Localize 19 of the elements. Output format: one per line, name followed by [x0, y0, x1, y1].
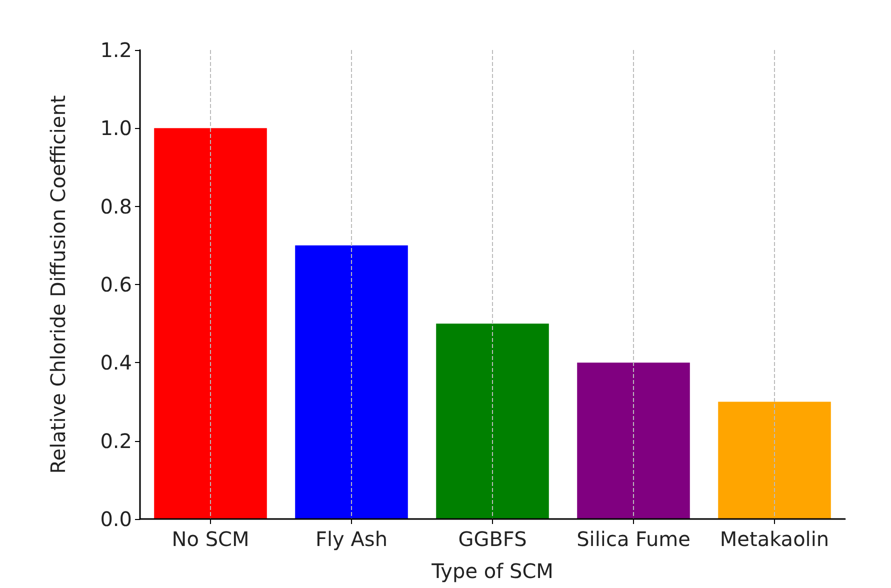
bar: [154, 128, 267, 519]
y-tick-label: 0.8: [100, 194, 132, 218]
y-tick-label: 0.6: [100, 272, 132, 296]
x-tick-label: Silica Fume: [576, 527, 690, 551]
x-axis-title: Type of SCM: [430, 559, 554, 583]
y-tick-label: 0.2: [100, 428, 132, 453]
y-tick-label: 0.4: [100, 350, 132, 375]
x-tick-label: Metakaolin: [720, 527, 830, 551]
x-tick-label: Fly Ash: [315, 527, 388, 551]
y-tick-label: 1.0: [100, 116, 132, 140]
bar: [577, 362, 690, 519]
y-tick-label: 0.0: [100, 507, 132, 531]
y-tick-label: 1.2: [100, 38, 132, 62]
x-tick-label: GGBFS: [458, 527, 527, 551]
bar: [295, 245, 408, 519]
bar: [718, 402, 831, 519]
bar: [436, 324, 549, 519]
y-axis-title: Relative Chloride Diffusion Coefficient: [46, 95, 70, 474]
x-tick-label: No SCM: [172, 527, 250, 551]
